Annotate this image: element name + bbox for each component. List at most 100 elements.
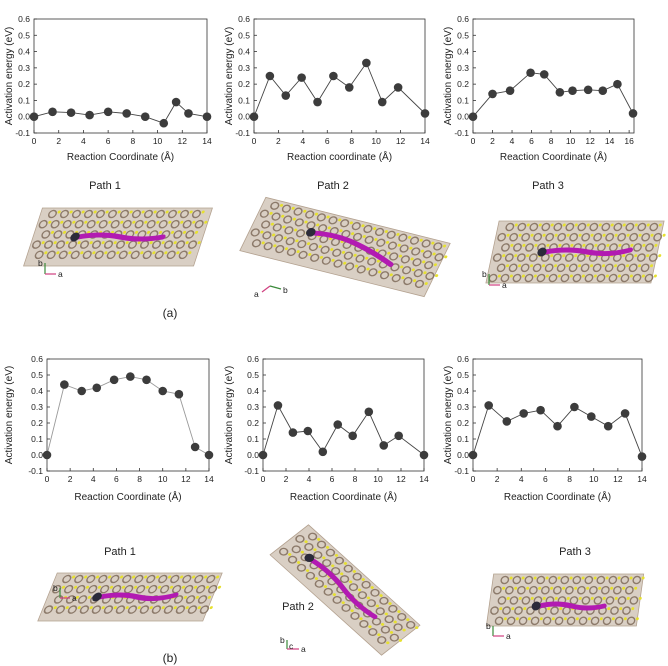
lattice-ring bbox=[409, 236, 420, 245]
sulfur-atom bbox=[378, 270, 382, 274]
lattice-ring bbox=[572, 273, 582, 283]
chart-1: -0.1 0.0 0.1 0.2 0.3 0.4 0.5 0.6 0 2 4 6 8 10 12 14 Reac… bbox=[4, 14, 212, 163]
data-point bbox=[488, 89, 497, 99]
lattice-ring bbox=[70, 250, 80, 260]
sulfur-atom bbox=[646, 254, 650, 258]
sulfur-atom bbox=[61, 585, 66, 589]
sulfur-atom bbox=[71, 575, 76, 579]
diffusion-path bbox=[536, 601, 607, 611]
lattice-ring bbox=[307, 532, 318, 541]
sulfur-atom bbox=[179, 575, 184, 579]
sulfur-atom bbox=[132, 220, 136, 224]
data-point bbox=[484, 401, 493, 410]
sulfur-atom bbox=[56, 251, 60, 255]
y-tick-label: -0.1 bbox=[28, 466, 43, 476]
lattice-ring bbox=[134, 574, 144, 584]
start-atom bbox=[304, 553, 315, 563]
lattice-ring bbox=[434, 253, 444, 262]
lattice-ring bbox=[148, 584, 158, 594]
lattice-ring bbox=[259, 209, 269, 218]
lattice-ring bbox=[497, 596, 507, 605]
lattice-ring bbox=[139, 605, 150, 614]
lattice-ring bbox=[565, 222, 575, 232]
lattice-ring bbox=[617, 596, 627, 605]
sulfur-atom bbox=[526, 254, 530, 258]
sulfur-atom bbox=[638, 264, 642, 268]
lattice-ring bbox=[34, 250, 44, 260]
sulfur-atom bbox=[176, 251, 180, 255]
sulfur-atom bbox=[622, 223, 626, 227]
data-point bbox=[288, 428, 298, 437]
lattice-ring bbox=[175, 605, 186, 614]
axes-legend-b1: b a bbox=[53, 583, 77, 603]
diffusion-path bbox=[311, 230, 394, 267]
lattice-ring bbox=[361, 580, 371, 589]
sulfur-atom bbox=[204, 220, 208, 224]
lattice-ring bbox=[550, 606, 559, 615]
lattice-ring bbox=[613, 222, 623, 232]
x-tick-label: 8 bbox=[130, 136, 135, 146]
series-line bbox=[472, 404, 643, 457]
sulfur-atom bbox=[296, 250, 300, 254]
sulfur-atom bbox=[433, 263, 437, 267]
lattice-ring bbox=[560, 575, 570, 585]
sulfur-atom bbox=[623, 617, 627, 621]
x-tick-label: 2 bbox=[56, 136, 61, 146]
lattice-ring bbox=[74, 574, 84, 584]
sulfur-atom bbox=[375, 248, 379, 252]
data-point bbox=[29, 112, 39, 122]
data-point bbox=[85, 110, 94, 120]
sulfur-atom bbox=[83, 575, 88, 579]
y-axis-label: Activation energy (eV) bbox=[443, 366, 454, 464]
lattice-ring bbox=[357, 591, 368, 600]
lattice-ring bbox=[71, 209, 81, 219]
lattice-ring bbox=[91, 605, 102, 614]
plot-frame bbox=[472, 18, 635, 134]
data-point bbox=[362, 58, 371, 68]
y-tick-label: 0.4 bbox=[31, 386, 43, 396]
lattice-ring bbox=[333, 259, 343, 268]
lattice-ring bbox=[155, 209, 165, 219]
series-line bbox=[33, 101, 208, 124]
sulfur-atom bbox=[420, 249, 425, 253]
sulfur-atom bbox=[389, 631, 394, 634]
sulfur-atom bbox=[575, 617, 579, 621]
lattice-ring bbox=[653, 232, 663, 242]
sulfur-atom bbox=[119, 575, 124, 579]
lattice-ring bbox=[492, 253, 502, 262]
sulfur-atom bbox=[161, 241, 165, 245]
sulfur-atom bbox=[602, 233, 606, 237]
lattice-ring bbox=[199, 605, 210, 614]
sulfur-atom bbox=[527, 617, 531, 621]
lattice-ring bbox=[513, 243, 522, 252]
sulfur-atom bbox=[291, 206, 295, 210]
sulfur-atom bbox=[506, 233, 510, 237]
axis-legend-letter: c bbox=[289, 641, 294, 651]
x-tick-label: 4 bbox=[300, 136, 305, 146]
lattice-ring bbox=[576, 253, 586, 262]
sulfur-atom bbox=[654, 243, 658, 247]
lattice-ring bbox=[363, 224, 373, 234]
sulfur-atom bbox=[283, 236, 287, 240]
lattice-ring bbox=[142, 250, 152, 260]
sulfur-atom bbox=[107, 575, 112, 579]
sulfur-atom bbox=[629, 274, 633, 278]
sulfur-atom bbox=[180, 220, 184, 224]
lattice-ring bbox=[194, 219, 204, 229]
sulfur-atom bbox=[511, 607, 515, 611]
x-tick-label: 10 bbox=[566, 136, 576, 146]
sulfur-atom bbox=[288, 553, 292, 556]
y-tick-label: -0.1 bbox=[454, 128, 469, 138]
data-point bbox=[109, 375, 119, 385]
sulfur-atom bbox=[215, 575, 220, 579]
sulfur-atom bbox=[57, 210, 61, 214]
lattice-ring bbox=[271, 212, 281, 221]
sulfur-atom bbox=[44, 251, 48, 255]
lattice-ring bbox=[83, 209, 93, 219]
sulfur-atom bbox=[349, 221, 353, 225]
sulfur-atom bbox=[593, 274, 597, 278]
y-tick-label: 0.4 bbox=[238, 47, 250, 57]
sulfur-atom bbox=[614, 264, 618, 268]
lattice-ring bbox=[130, 250, 140, 260]
sulfur-atom bbox=[518, 233, 522, 237]
